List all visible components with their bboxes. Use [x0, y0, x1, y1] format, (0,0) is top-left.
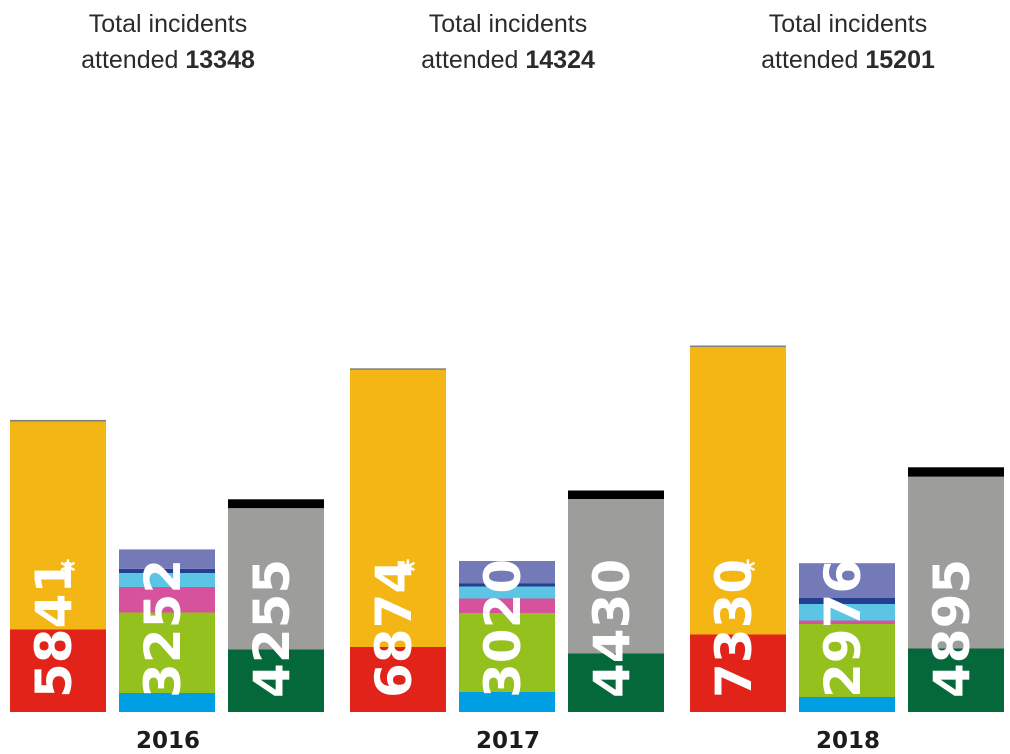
bar-segment [799, 598, 895, 604]
bar-segment [799, 604, 895, 621]
group-heading: Total incidents attended 13348 [18, 6, 318, 78]
bar-segment [228, 508, 324, 650]
bar-segment [690, 345, 786, 348]
stacked-bar: 4895 [908, 467, 1004, 712]
bar-value-label: 4895 [923, 559, 981, 698]
bar-segment [799, 624, 895, 697]
bar-segment [568, 499, 664, 654]
year-group-2017: 6874* 3020 4430 [350, 368, 664, 712]
bar-segment [228, 499, 324, 509]
bar-segment [119, 693, 215, 712]
bar-segment [459, 586, 555, 599]
bar-segment [350, 369, 446, 647]
bar-segment [459, 561, 555, 584]
heading-line-2: attended 13348 [18, 42, 318, 78]
bar-asterisk: * [400, 555, 416, 590]
bar-segment [10, 421, 106, 630]
bar-value-label: 4430 [583, 559, 641, 698]
bar-segment [119, 587, 215, 613]
heading-line-1: Total incidents [768, 10, 928, 38]
bar-segment [908, 648, 1004, 712]
bar-segment [908, 476, 1004, 649]
bar-segment [459, 598, 555, 613]
heading-line-2: attended 14324 [358, 42, 658, 78]
heading-attended: attended [761, 46, 866, 74]
year-group-2016: 5841* 3252 4255 [10, 419, 324, 712]
bar-segment [799, 620, 895, 624]
stacked-bar: 4255 [228, 499, 324, 712]
bar-segment [119, 568, 215, 573]
bar-segment [350, 368, 446, 370]
stacked-bar: 2976 [799, 559, 895, 712]
bar-value-label: 3252 [134, 559, 192, 698]
bar-segment [228, 649, 324, 712]
bar-segment [908, 467, 1004, 477]
heading-attended: attended [421, 46, 526, 74]
bar-segment [799, 563, 895, 598]
bar-value-label: 6874 [365, 559, 423, 698]
bar-segment [119, 573, 215, 587]
heading-line-1: Total incidents [428, 10, 588, 38]
bar-asterisk: * [60, 555, 76, 590]
bar-value-label: 5841 [25, 559, 83, 698]
stacked-bar: 4430 [568, 490, 664, 712]
stacked-bar: 3020 [459, 559, 555, 712]
stacked-bar: 3252 [119, 549, 215, 712]
bar-segment [459, 692, 555, 712]
bar-segment [459, 583, 555, 587]
bar-value-label: 2976 [814, 559, 872, 698]
heading-line-2: attended 15201 [698, 42, 998, 78]
bar-segment [119, 612, 215, 693]
year-label: 2018 [815, 728, 880, 754]
bar-segment [10, 629, 106, 712]
bar-segment [568, 490, 664, 499]
heading-total: 15201 [865, 46, 935, 74]
bar-segment [350, 647, 446, 712]
heading-attended: attended [81, 46, 186, 74]
group-heading: Total incidents attended 14324 [358, 6, 658, 78]
group-heading: Total incidents attended 15201 [698, 6, 998, 78]
stacked-bar: 6874* [350, 368, 446, 712]
bar-segment [690, 634, 786, 712]
year-label: 2016 [135, 728, 200, 754]
heading-line-1: Total incidents [88, 10, 248, 38]
bar-asterisk: * [740, 555, 756, 590]
bar-value-label: 3020 [474, 559, 532, 698]
bar-segment [459, 613, 555, 692]
bar-segment [10, 419, 106, 422]
heading-total: 13348 [185, 46, 255, 74]
year-group-2018: 7330* 2976 4895 [690, 345, 1004, 712]
bar-segment [690, 347, 786, 635]
stacked-bar: 7330* [690, 345, 786, 712]
heading-total: 14324 [525, 46, 595, 74]
year-label: 2017 [475, 728, 540, 754]
bar-segment [568, 653, 664, 712]
bar-segment [119, 549, 215, 569]
stacked-bar: 5841* [10, 419, 106, 712]
bar-value-label: 4255 [243, 559, 301, 698]
bar-value-label: 7330 [705, 559, 763, 698]
bar-segment [799, 697, 895, 712]
